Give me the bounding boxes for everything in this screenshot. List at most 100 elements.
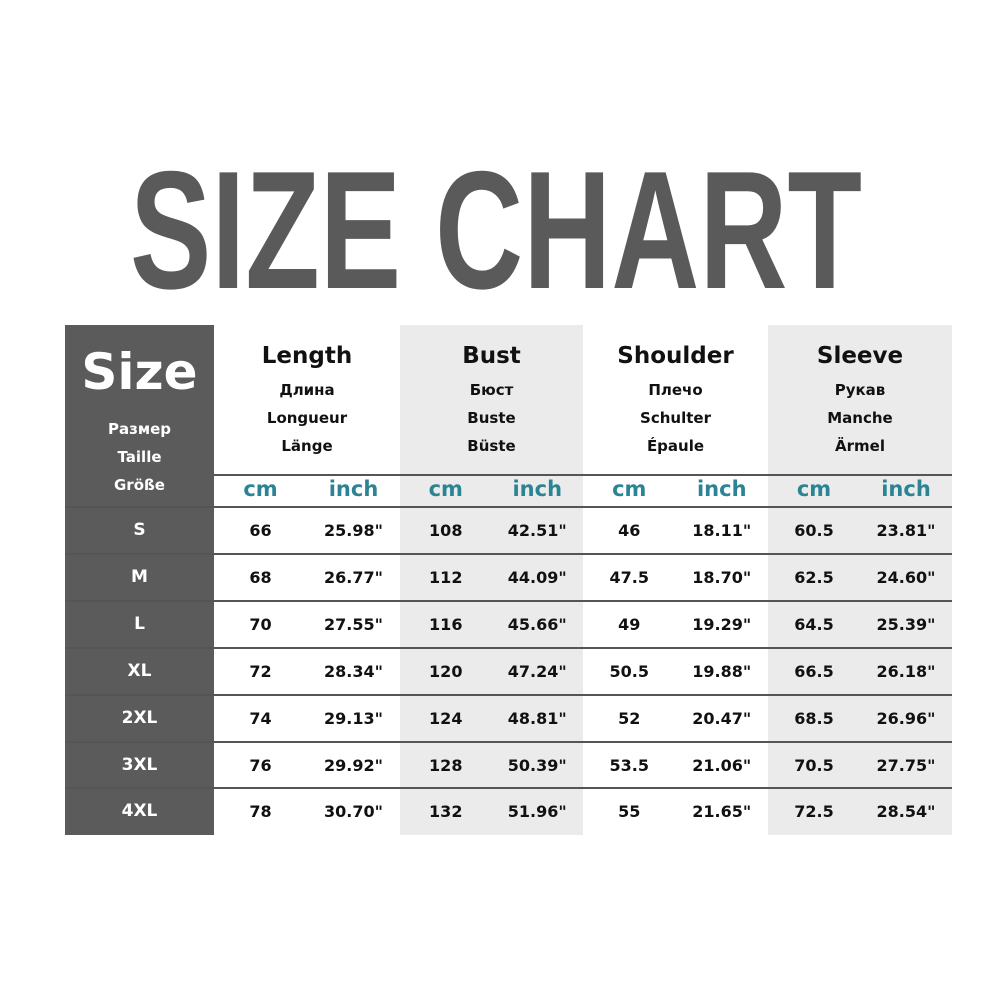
inch-value: 26.96" [876,708,936,728]
cm-value: 112 [429,567,463,587]
cm-value: 66.5 [794,661,834,681]
unit-inch: inch [328,477,379,501]
size-label: XL [127,660,152,681]
row-divider [65,646,952,649]
group-title-fr: Schulter [640,409,711,427]
size-table: Size Размер Taille Größe Length Длина Lo… [65,325,952,835]
inch-value: 25.98" [324,521,383,540]
size-label: 2XL [121,707,158,728]
divider [400,474,583,476]
cm-value: 78 [249,802,272,822]
inch-value: 23.81" [876,521,936,540]
divider [768,474,952,476]
size-header: Size [81,343,198,401]
group-title-de: Büste [467,437,516,455]
unit-cm: cm [612,477,647,501]
cm-value: 53.5 [609,755,649,775]
inch-value: 45.66" [507,614,567,634]
inch-value: 18.70" [692,567,752,587]
group-title-ru: Рукав [834,381,886,399]
cm-value: 66 [249,521,272,540]
cm-value: 124 [429,708,463,728]
cm-value: 46 [618,521,641,540]
unit-cm: cm [428,477,463,501]
inch-value: 25.39" [876,614,936,634]
cm-value: 72 [249,661,272,681]
inch-value: 28.54" [876,802,936,822]
group-title: Length [261,343,353,369]
inch-value: 44.09" [507,567,567,587]
group-title-ru: Плечо [648,381,703,399]
inch-value: 48.81" [507,708,567,728]
cm-value: 52 [618,708,641,728]
table-row: L 70 27.55" 116 45.66" 49 19.29" 64.5 25.39" [65,601,952,648]
group-title-fr: Manche [827,409,893,427]
cm-value: 60.5 [794,521,834,540]
title-text: SIZE CHART [130,150,862,310]
cm-value: 62.5 [794,567,834,587]
column-group-sleeve: Sleeve Рукав Manche Ärmel cm inch [768,325,952,835]
inch-value: 30.70" [324,802,383,822]
table-row: M 68 26.77" 112 44.09" 47.5 18.70" 62.5 24.60" [65,554,952,601]
row-divider [65,599,952,602]
inch-value: 26.77" [324,567,383,587]
row-divider [65,552,952,555]
cm-value: 64.5 [794,614,834,634]
cm-value: 72.5 [794,802,834,822]
cm-value: 70 [249,614,272,634]
group-title-ru: Длина [279,381,335,399]
column-group-shoulder: Shoulder Плечо Schulter Épaule cm inch [583,325,768,835]
inch-value: 21.65" [692,802,752,822]
group-title: Shoulder [617,343,734,369]
inch-value: 29.13" [324,708,383,728]
group-title-fr: Buste [467,409,516,427]
table-row: 4XL 78 30.70" 132 51.96" 55 21.65" 72.5 28.54" [65,788,952,835]
inch-value: 27.55" [324,614,383,634]
unit-cm: cm [243,477,278,501]
group-title: Sleeve [816,343,904,369]
column-group-bust: Bust Бюст Buste Büste cm inch [400,325,583,835]
inch-value: 42.51" [507,521,567,540]
row-divider [65,740,952,743]
size-label: 4XL [121,801,158,822]
cm-value: 68 [249,567,272,587]
row-divider [65,693,952,696]
inch-value: 28.34" [324,661,383,681]
divider [214,474,400,476]
column-group-length: Length Длина Longueur Länge cm inch [214,325,400,835]
inch-value: 51.96" [507,802,567,822]
cm-value: 108 [429,521,463,540]
cm-value: 47.5 [609,567,649,587]
inch-value: 24.60" [876,567,936,587]
unit-inch: inch [881,477,931,501]
cm-value: 116 [429,614,463,634]
cm-value: 76 [249,755,272,775]
size-label: M [131,566,148,587]
inch-value: 19.29" [692,614,752,634]
group-title-de: Ärmel [835,437,885,455]
inch-value: 21.06" [692,755,752,775]
inch-value: 27.75" [876,755,936,775]
row-divider [65,787,952,790]
cm-value: 55 [618,802,641,822]
group-title-de: Länge [281,437,333,455]
cm-value: 68.5 [794,708,834,728]
table-row: XL 72 28.34" 120 47.24" 50.5 19.88" 66.5 26.18" [65,648,952,695]
inch-value: 26.18" [876,661,936,681]
group-title-ru: Бюст [469,381,514,399]
size-header-fr: Taille [117,448,162,466]
table-row: 3XL 76 29.92" 128 50.39" 53.5 21.06" 70.5 27.75" [65,742,952,789]
size-header-de: Größe [114,476,165,494]
size-label: L [134,613,145,634]
group-title: Bust [462,343,521,369]
size-label: 3XL [121,754,158,775]
size-header-column: Size Размер Taille Größe [65,325,214,835]
inch-value: 29.92" [324,755,383,775]
inch-value: 47.24" [507,661,567,681]
cm-value: 50.5 [609,661,649,681]
inch-value: 19.88" [692,661,752,681]
size-header-ru: Размер [107,420,171,438]
cm-value: 132 [429,802,463,822]
table-row: S 66 25.98" 108 42.51" 46 18.11" 60.5 23.81" [65,507,952,554]
size-label: S [133,520,146,540]
